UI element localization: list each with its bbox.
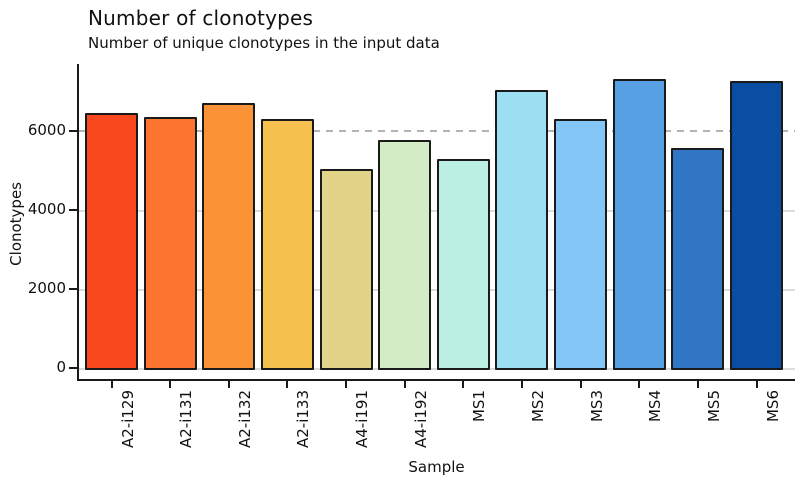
y-tick-2000 — [69, 288, 77, 290]
x-tick-A2-i133 — [286, 381, 288, 388]
x-tick-label-text-MS6: MS6 — [764, 390, 782, 423]
bar-MS4 — [613, 79, 666, 370]
x-tick-label-text-A2-i129: A2-i129 — [119, 390, 137, 449]
bar-A2-i133 — [261, 119, 314, 370]
y-tick-label-6000: 6000 — [27, 121, 66, 139]
y-tick-label-2000: 2000 — [27, 279, 66, 297]
x-axis-title: Sample — [408, 458, 465, 476]
bar-MS5 — [671, 148, 724, 370]
bar-A2-i129 — [85, 113, 138, 370]
x-tick-A2-i129 — [111, 381, 113, 388]
y-axis-title: Clonotypes — [7, 182, 25, 266]
x-tick-label-text-A2-i133: A2-i133 — [294, 390, 312, 449]
bar-A2-i131 — [144, 117, 197, 370]
x-tick-MS3 — [580, 381, 582, 388]
y-tick-0 — [69, 367, 77, 369]
bar-A4-i191 — [320, 169, 373, 370]
reference-line-6000 — [79, 130, 795, 132]
y-tick-4000 — [69, 209, 77, 211]
x-tick-label-text-MS5: MS5 — [705, 390, 723, 423]
x-tick-A4-i192 — [404, 381, 406, 388]
x-tick-MS4 — [638, 381, 640, 388]
x-axis-line — [77, 379, 795, 381]
x-tick-label-text-MS3: MS3 — [588, 390, 606, 423]
x-tick-label-text-MS2: MS2 — [529, 390, 547, 423]
x-tick-label-text-A4-i192: A4-i192 — [412, 390, 430, 449]
y-tick-label-0: 0 — [56, 358, 66, 376]
x-tick-A2-i132 — [228, 381, 230, 388]
y-tick-6000 — [69, 130, 77, 132]
x-tick-MS1 — [462, 381, 464, 388]
bar-MS3 — [554, 119, 607, 370]
y-axis-line — [77, 64, 79, 381]
x-tick-label-text-A2-i132: A2-i132 — [236, 390, 254, 449]
bar-MS2 — [495, 90, 548, 370]
x-tick-A4-i191 — [345, 381, 347, 388]
x-tick-label-text-MS4: MS4 — [646, 390, 664, 423]
bar-MS6 — [730, 81, 783, 370]
x-tick-MS6 — [756, 381, 758, 388]
x-tick-A2-i131 — [169, 381, 171, 388]
x-tick-MS2 — [521, 381, 523, 388]
x-tick-MS5 — [697, 381, 699, 388]
x-tick-label-text-A4-i191: A4-i191 — [353, 390, 371, 449]
y-tick-label-4000: 4000 — [27, 200, 66, 218]
chart-title: Number of clonotypes — [88, 6, 314, 30]
x-tick-label-text-MS1: MS1 — [470, 390, 488, 423]
x-tick-label-text-A2-i131: A2-i131 — [177, 390, 195, 449]
chart-subtitle: Number of unique clonotypes in the input… — [88, 34, 440, 52]
bar-A4-i192 — [378, 140, 431, 370]
bar-A2-i132 — [202, 103, 255, 370]
bar-MS1 — [437, 159, 490, 370]
